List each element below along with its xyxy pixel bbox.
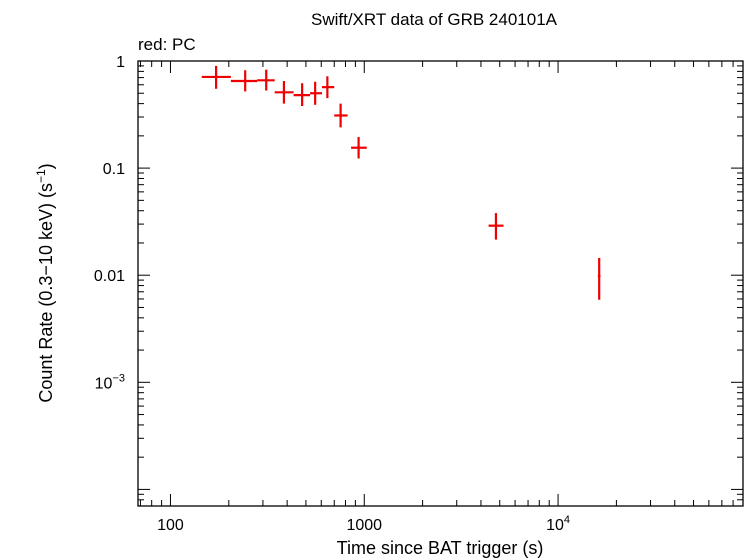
data-point [597, 257, 601, 300]
x-tick-label-base: 1000 [346, 517, 382, 534]
y-tick-labels: 1 0.1 0.01 10−3 [94, 54, 125, 392]
data-point [257, 69, 275, 91]
chart-subtitle: red: PC [138, 35, 196, 54]
y-axis-label-sup: −1 [34, 169, 48, 183]
data-point [334, 103, 348, 128]
x-tick-label: 104 [546, 514, 570, 534]
data-point [310, 81, 322, 105]
axis-ticks [138, 60, 744, 507]
data-point [351, 137, 367, 159]
y-axis-label-main: Count Rate (0.3−10 keV) (s [36, 183, 56, 403]
y-tick-label-base: 0.1 [103, 161, 125, 178]
y-tick-label: 0.1 [103, 161, 125, 178]
data-point [230, 70, 258, 92]
y-axis-label-end: ) [36, 163, 56, 169]
x-tick-labels: 100 1000 104 [157, 514, 570, 534]
y-axis-label: Count Rate (0.3−10 keV) (s−1) [34, 163, 56, 402]
x-tick-label-sup: 4 [564, 514, 570, 526]
data-point [201, 65, 231, 89]
y-tick-label-sup: −3 [112, 372, 125, 384]
y-tick-label: 0.01 [94, 268, 125, 285]
data-points [201, 65, 601, 300]
chart-title: Swift/XRT data of GRB 240101A [311, 10, 558, 29]
y-tick-label-base: 1 [116, 54, 125, 71]
x-tick-label-base: 100 [157, 517, 184, 534]
x-tick-label-base: 10 [546, 517, 564, 534]
data-point [321, 76, 335, 99]
data-point [293, 83, 311, 107]
plot-frame [137, 60, 744, 507]
x-tick-label: 1000 [346, 517, 382, 534]
y-tick-label-base: 0.01 [94, 268, 125, 285]
y-tick-label: 10−3 [95, 372, 125, 392]
data-point [274, 81, 294, 104]
x-axis-label: Time since BAT trigger (s) [337, 538, 544, 558]
y-tick-label-base: 10 [95, 375, 113, 392]
data-point [488, 213, 504, 240]
y-tick-label: 1 [116, 54, 125, 71]
x-tick-label: 100 [157, 517, 184, 534]
